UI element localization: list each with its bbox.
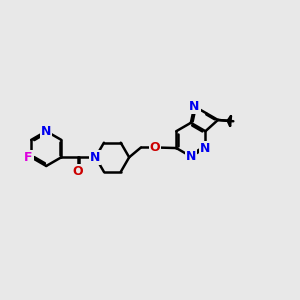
Text: O: O bbox=[72, 165, 83, 178]
Text: N: N bbox=[186, 150, 196, 163]
Text: N: N bbox=[189, 100, 200, 113]
Text: N: N bbox=[200, 142, 211, 154]
Text: N: N bbox=[41, 125, 51, 138]
Text: N: N bbox=[189, 100, 200, 113]
Text: O: O bbox=[150, 141, 160, 154]
Text: N: N bbox=[90, 151, 100, 164]
Text: N: N bbox=[90, 151, 100, 164]
Text: F: F bbox=[24, 151, 33, 164]
Text: N: N bbox=[186, 150, 196, 163]
Text: N: N bbox=[200, 142, 211, 154]
Text: F: F bbox=[24, 151, 33, 164]
Text: O: O bbox=[72, 165, 83, 178]
Text: N: N bbox=[41, 125, 51, 138]
Text: N: N bbox=[90, 151, 100, 164]
Text: O: O bbox=[150, 141, 160, 154]
